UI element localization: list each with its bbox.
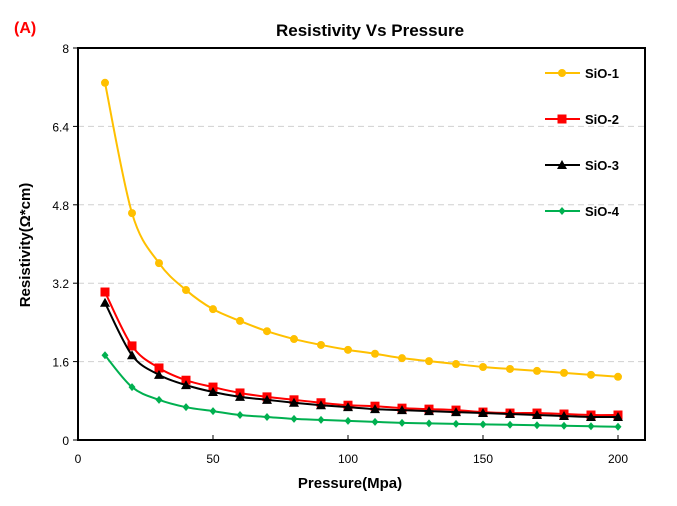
data-point: [182, 403, 190, 412]
plot-frame: [77, 47, 646, 441]
data-point: [127, 350, 137, 360]
chart-title: Resistivity Vs Pressure: [276, 21, 464, 40]
data-point: [101, 78, 109, 87]
data-point: [317, 415, 325, 424]
data-point: [236, 316, 244, 325]
data-point: [478, 408, 488, 418]
x-tick-label: 0: [75, 452, 82, 466]
data-point: [154, 363, 164, 373]
data-point: [100, 297, 110, 307]
data-point: [370, 404, 380, 414]
data-point: [398, 418, 406, 427]
data-point: [451, 407, 461, 417]
x-tick-label: 150: [473, 452, 493, 466]
data-point: [289, 397, 299, 407]
data-point: [128, 209, 136, 218]
x-tick-label: 100: [338, 452, 358, 466]
y-tick-label: 4.8: [52, 199, 69, 213]
data-point: [127, 341, 137, 351]
legend-marker: [558, 207, 566, 215]
data-point: [235, 391, 245, 401]
y-tick-label: 1.6: [52, 356, 69, 370]
data-point: [344, 416, 352, 425]
y-tick-label: 3.2: [52, 277, 69, 291]
data-point: [100, 287, 110, 297]
data-point: [344, 345, 352, 354]
data-point: [587, 422, 595, 431]
data-point: [559, 410, 569, 420]
data-point: [614, 372, 622, 381]
data-point: [560, 368, 568, 377]
data-point: [425, 357, 433, 366]
data-point: [424, 406, 434, 416]
data-point: [316, 400, 326, 410]
legend-label: SiO-3: [585, 158, 619, 173]
legend-marker: [557, 160, 567, 169]
legend-marker: [558, 69, 566, 77]
data-point: [181, 380, 191, 390]
data-point: [560, 421, 568, 430]
data-point: [101, 351, 109, 360]
data-point: [533, 421, 541, 430]
legend-label: SiO-2: [585, 112, 619, 127]
data-point: [209, 305, 217, 314]
data-point: [290, 335, 298, 344]
y-tick-label: 6.4: [52, 120, 69, 134]
data-point: [371, 349, 379, 358]
data-point: [425, 419, 433, 428]
data-point: [452, 360, 460, 369]
data-point: [505, 409, 515, 419]
legend-marker: [557, 114, 567, 124]
data-point: [586, 411, 596, 421]
data-point: [613, 411, 623, 421]
data-point: [452, 419, 460, 428]
data-point: [236, 411, 244, 420]
y-tick-label: 0: [62, 434, 69, 448]
x-tick-label: 50: [206, 452, 220, 466]
data-point: [209, 407, 217, 416]
data-point: [587, 370, 595, 379]
data-point: [343, 402, 353, 412]
data-point: [155, 259, 163, 268]
data-point: [290, 414, 298, 423]
data-point: [398, 354, 406, 363]
data-point: [479, 420, 487, 429]
series-line-sio-2: [104, 291, 619, 417]
data-point: [154, 369, 164, 379]
x-tick-label: 200: [608, 452, 628, 466]
legend-label: SiO-1: [585, 66, 619, 81]
x-axis-label: Pressure(Mpa): [298, 475, 402, 492]
data-point: [533, 366, 541, 375]
panel-label: (A): [14, 20, 36, 37]
data-point: [506, 420, 514, 429]
data-point: [208, 386, 218, 396]
data-point: [397, 405, 407, 415]
y-axis-label: Resistivity(Ω*cm): [17, 183, 34, 308]
data-point: [262, 394, 272, 404]
series-line-sio-3: [104, 302, 619, 419]
data-point: [317, 340, 325, 349]
data-point: [532, 410, 542, 420]
y-tick-label: 8: [62, 42, 69, 56]
data-point: [479, 362, 487, 371]
data-point: [614, 422, 622, 431]
data-point: [182, 286, 190, 295]
data-point: [506, 364, 514, 373]
data-point: [263, 412, 271, 421]
data-point: [263, 327, 271, 336]
legend-label: SiO-4: [585, 204, 620, 219]
data-point: [128, 383, 136, 392]
data-point: [155, 395, 163, 404]
data-point: [371, 417, 379, 426]
